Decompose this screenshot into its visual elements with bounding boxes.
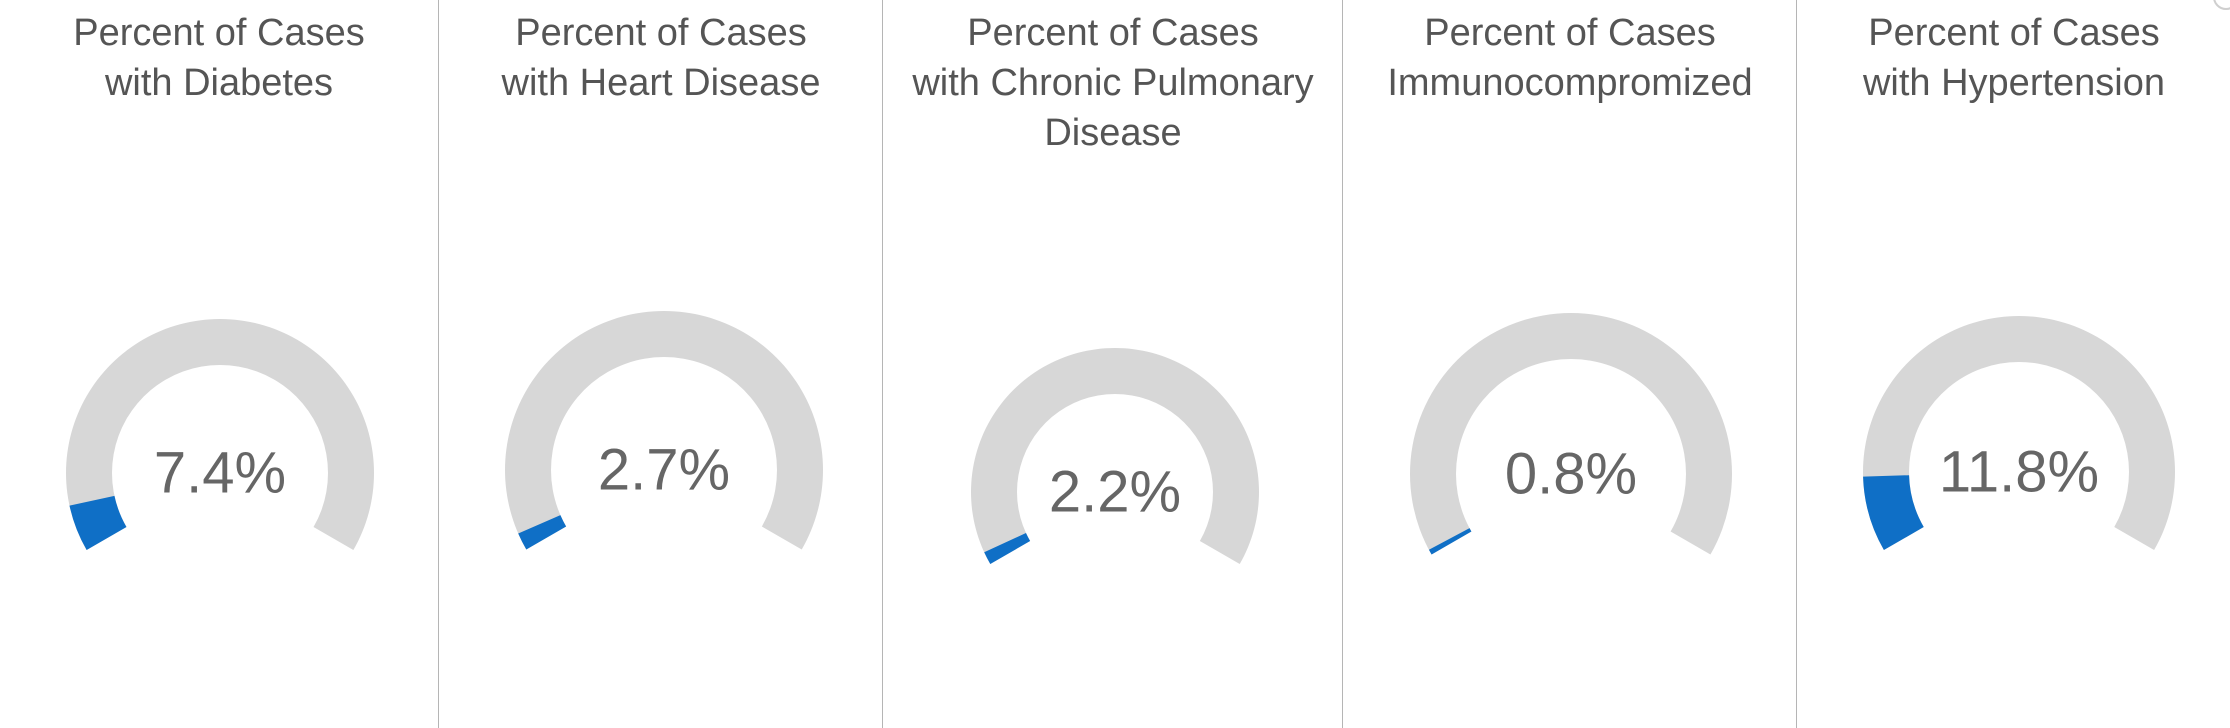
gauge-value-arc [984, 532, 1031, 564]
gauge-title: Percent of Cases with Diabetes [73, 12, 365, 104]
gauge-track [1410, 312, 1732, 555]
gauge-track [66, 319, 374, 550]
gauge-panel-chronic-pulmonary-disease: Percent of Cases with Chronic Pulmonary … [882, 0, 1343, 728]
gauge-chart: 11.8% [1863, 316, 2175, 550]
gauge-value-label: 2.7% [598, 437, 730, 502]
gauge-title: Percent of Cases Immunocompromized [1387, 12, 1753, 104]
gauge-value-label: 0.8% [1505, 441, 1637, 506]
gauge-chart: 2.2% [971, 348, 1259, 564]
gauge-title: Percent of Cases with Hypertension [1862, 12, 2166, 104]
gauge-chart: 0.8% [1410, 312, 1732, 555]
gauge-value-arc [1863, 475, 1924, 550]
gauge-track [971, 348, 1259, 564]
gauge-value-label: 2.2% [1049, 459, 1181, 524]
gauge-panel-heart-disease: Percent of Cases with Heart Disease 2.7% [438, 0, 883, 728]
gauge-track [505, 311, 823, 550]
gauge-value-arc [518, 515, 567, 550]
gauge-value-label: 7.4% [154, 440, 286, 505]
gauge-chart: 2.7% [505, 311, 823, 550]
gauge-panel-diabetes: Percent of Cases with Diabetes 7.4% [0, 0, 438, 728]
gauge-panel-hypertension: Percent of Cases with Hypertension 11.8% [1796, 0, 2230, 728]
gauge-title: Percent of Cases with Heart Disease [501, 12, 821, 104]
gauge-value-label: 11.8% [1939, 439, 2099, 504]
gauge-chart: 7.4% [66, 319, 374, 550]
gauge-panel-immunocompromized: Percent of Cases Immunocompromized 0.8% [1342, 0, 1797, 728]
gauge-value-arc [1428, 528, 1472, 555]
gauge-track [1863, 316, 2175, 550]
gauge-title: Percent of Cases with Chronic Pulmonary … [912, 12, 1314, 154]
gauge-value-arc [69, 495, 127, 550]
